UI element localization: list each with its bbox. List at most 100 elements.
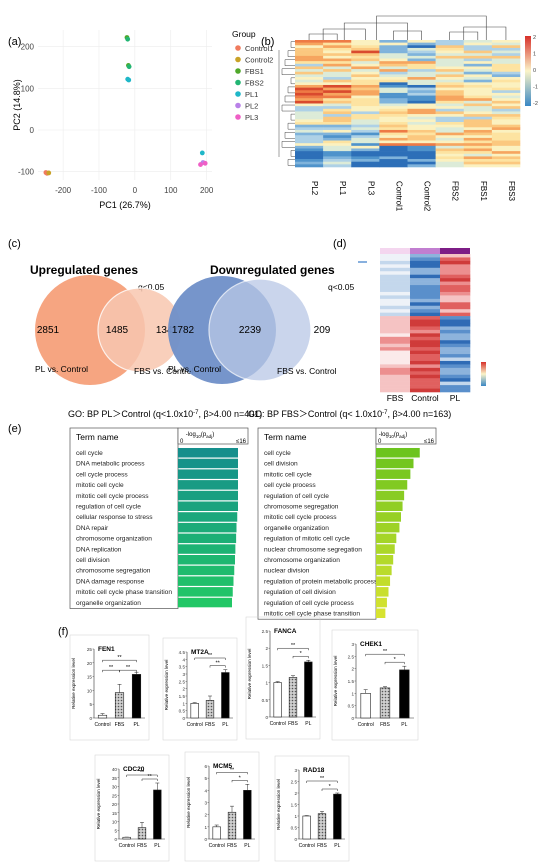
heatmap-d-cell <box>380 291 411 296</box>
heatmap-cell <box>351 47 380 51</box>
heatmap-d-cell <box>410 347 441 351</box>
heatmap-cell <box>435 159 465 163</box>
heatmap-cell <box>435 116 465 120</box>
heatmap-cell <box>295 98 324 102</box>
heatmap-cell <box>379 140 408 144</box>
go-pl-bar <box>178 565 235 576</box>
dendrogram-branch <box>290 77 295 85</box>
heatmap-cell <box>351 66 380 70</box>
heatmap-cell <box>435 74 465 78</box>
bar-chart-ytick: 0.5 <box>179 709 186 714</box>
bar-chart-frame <box>245 616 321 740</box>
heatmap-column-label: FBS1 <box>479 181 488 202</box>
bar-chart-title: MT2A <box>191 649 209 656</box>
heatmap-cell <box>351 98 380 102</box>
heatmap-cell <box>351 82 380 86</box>
bar-chart-ytick: 5 <box>204 776 207 781</box>
heatmap-cell <box>491 77 521 80</box>
bar-chart-ytick: 25 <box>112 793 118 798</box>
heatmap-cell <box>435 119 465 123</box>
bar-category-label: Control <box>209 843 225 849</box>
heatmap-cell <box>491 164 521 168</box>
heatmap-cell <box>463 90 493 94</box>
heatmap-cell <box>463 42 493 46</box>
heatmap-cell <box>435 95 465 99</box>
bar-chart-ylabel: Relative expression level <box>333 656 338 707</box>
bar-chart-ytick: 15 <box>87 675 93 680</box>
heatmap-cell <box>435 71 465 75</box>
heatmap-scale-tick: -2 <box>533 101 538 107</box>
heatmap-cell <box>463 111 493 115</box>
heatmap-d-cell <box>410 291 441 296</box>
go-pl-bar <box>178 587 233 597</box>
heatmap-cell <box>295 61 324 65</box>
heatmap-cell <box>295 145 324 149</box>
heatmap-d-cell <box>440 305 471 310</box>
heatmap-cell <box>295 77 324 80</box>
pca-ytick: 100 <box>21 84 35 93</box>
heatmap-cell <box>295 135 324 139</box>
dendrogram-branch <box>284 95 295 103</box>
go-pl-bar <box>178 448 238 458</box>
bar-chart-ytick: 0.5 <box>348 704 355 709</box>
heatmap-cell <box>407 129 436 133</box>
bar-pl <box>153 789 162 840</box>
heatmap-cell <box>407 106 436 110</box>
heatmap-cell <box>295 156 324 160</box>
heatmap-cell <box>351 159 380 163</box>
bar-category-label: FBS <box>115 722 125 728</box>
bar-chart-ytick: 3.5 <box>179 665 186 670</box>
pca-legend-swatch <box>235 79 241 86</box>
heatmap-cell <box>407 114 436 118</box>
pca-xtick: 200 <box>200 186 214 195</box>
heatmap-cell <box>295 143 324 147</box>
bar-fbs <box>205 700 215 719</box>
significance-label: * <box>394 657 397 663</box>
heatmap-cell <box>351 153 380 157</box>
heatmap-cell <box>407 116 436 120</box>
heatmap-d-cell <box>440 302 471 307</box>
heatmap-d-cell <box>380 347 411 351</box>
pca-ylabel: PC2 (14.8%) <box>12 79 22 131</box>
bar-control <box>273 682 282 718</box>
bar-chart-title: RAD18 <box>303 767 325 774</box>
bar-chart-ytick: 0 <box>204 837 207 842</box>
heatmap-cell <box>435 55 465 59</box>
heatmap-cell <box>379 84 408 88</box>
significance-label: ** <box>320 776 325 782</box>
heatmap-cell <box>435 82 465 86</box>
heatmap-cell <box>407 58 436 62</box>
heatmap-cell <box>351 77 380 80</box>
heatmap-cell <box>295 71 324 75</box>
heatmap-column-label: PL1 <box>338 181 347 196</box>
go-pl-term: mitotic cell cycle <box>76 482 124 489</box>
go-pl-axis-box <box>177 427 249 445</box>
bar-chart-ytick: 0 <box>114 837 117 842</box>
heatmap-cell <box>407 53 436 57</box>
heatmap-cell <box>323 63 352 67</box>
heatmap-cell <box>407 148 436 152</box>
heatmap-cell <box>463 106 493 110</box>
heatmap-cell <box>491 137 521 141</box>
heatmap-cell <box>295 79 324 83</box>
heatmap-cell <box>463 140 493 144</box>
heatmap-d-cell <box>380 378 411 382</box>
bar-chart-ytick: 0 <box>182 716 185 721</box>
bar-chart-ytick: 3 <box>294 768 297 773</box>
heatmap-cell <box>295 148 324 152</box>
heatmap-cell <box>491 161 521 165</box>
go-pl-bar <box>178 501 238 511</box>
heatmap-cell <box>491 140 521 144</box>
heatmap-cell <box>323 148 352 152</box>
heatmap-cell <box>463 74 493 78</box>
heatmap-column-label: PL3 <box>366 181 375 196</box>
bar-chart-ytick: 1 <box>182 701 185 706</box>
heatmap-cell <box>351 106 380 110</box>
heatmap-cell <box>323 53 352 57</box>
pca-legend-title: Group <box>232 29 256 39</box>
bar-chart-ylabel: Relative expression level <box>96 779 101 830</box>
heatmap-cell <box>351 140 380 144</box>
bar-chart-fen1: FEN1 0 5 10 15 20 25 Relative expression level C… <box>69 634 150 741</box>
heatmap-d-cell <box>380 298 411 303</box>
